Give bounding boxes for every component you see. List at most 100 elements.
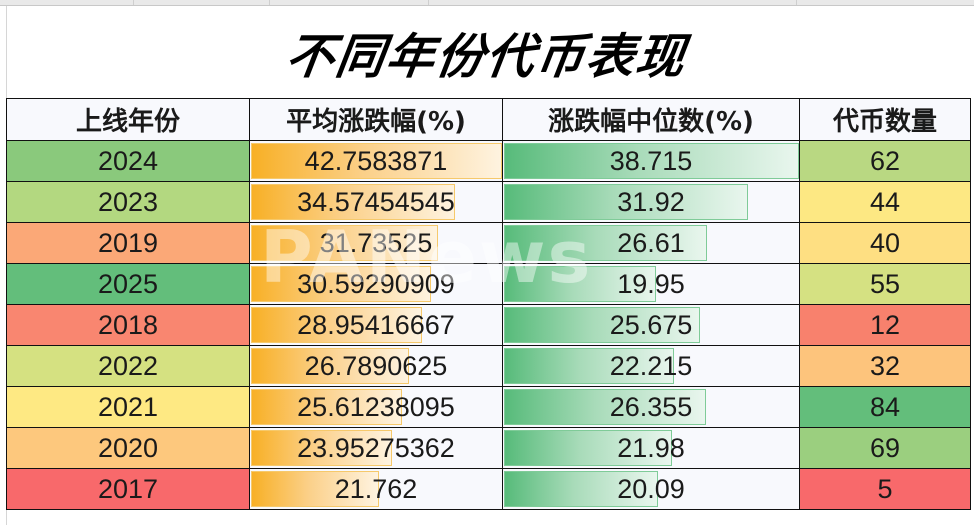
avg-data-bar: [251, 389, 402, 425]
chart-title: 不同年份代币表现: [0, 6, 974, 98]
token-count-value: 44: [869, 186, 901, 217]
median-change-value: 22.215: [609, 350, 693, 381]
avg-change-cell: 34.57454545: [249, 181, 503, 223]
avg-change-cell: 23.95275362: [249, 427, 503, 469]
spreadsheet-column-header-bar: [0, 0, 974, 6]
median-change-value: 26.355: [609, 391, 693, 422]
median-change-cell: 22.215: [502, 345, 800, 387]
year-cell: 2020: [6, 427, 250, 469]
median-change-cell: 25.675: [502, 304, 800, 346]
median-change-value: 19.95: [617, 268, 685, 299]
token-count-value: 32: [869, 350, 901, 381]
table-row: 2020 23.95275362 21.98 69: [6, 427, 971, 469]
table-row: 2022 26.7890625 22.215 32: [6, 345, 971, 387]
year-cell: 2017: [6, 468, 250, 510]
avg-data-bar: [251, 307, 422, 343]
performance-table: 上线年份 平均涨跌幅(%) 涨跌幅中位数(%) 代币数量 2024 42.7583…: [6, 98, 971, 510]
header-median-change: 涨跌幅中位数(%): [502, 98, 800, 141]
token-count-value: 40: [869, 227, 901, 258]
median-change-cell: 38.715: [502, 140, 800, 182]
median-change-value: 38.715: [609, 145, 693, 176]
column-gridline: [133, 0, 134, 5]
year-cell: 2019: [6, 222, 250, 264]
median-change-value: 26.61: [617, 227, 685, 258]
year-value: 2018: [97, 309, 159, 340]
header-year: 上线年份: [6, 98, 250, 141]
avg-change-value: 23.95275362: [297, 432, 455, 463]
median-data-bar: [504, 225, 708, 261]
median-data-bar: [504, 430, 673, 466]
table-row: 2021 25.61238095 26.355 84: [6, 386, 971, 428]
avg-change-value: 26.7890625: [304, 350, 448, 381]
avg-data-bar: [251, 225, 438, 261]
token-count-cell: 69: [799, 427, 971, 469]
table-row: 2019 31.73525 26.61 40: [6, 222, 971, 264]
year-value: 2019: [97, 227, 159, 258]
year-value: 2022: [97, 350, 159, 381]
median-change-cell: 31.92: [502, 181, 800, 223]
token-count-cell: 12: [799, 304, 971, 346]
token-count-value: 84: [869, 391, 901, 422]
avg-change-cell: 42.7583871: [249, 140, 503, 182]
median-change-value: 25.675: [609, 309, 693, 340]
token-count-value: 62: [869, 145, 901, 176]
token-count-value: 69: [869, 432, 901, 463]
year-value: 2025: [97, 268, 159, 299]
year-cell: 2024: [6, 140, 250, 182]
avg-change-cell: 21.762: [249, 468, 503, 510]
table-row: 2017 21.762 20.09 5: [6, 468, 971, 510]
token-count-cell: 5: [799, 468, 971, 510]
avg-change-value: 34.57454545: [297, 186, 455, 217]
avg-change-value: 31.73525: [319, 227, 433, 258]
median-change-value: 20.09: [617, 473, 685, 504]
avg-change-cell: 28.95416667: [249, 304, 503, 346]
token-count-value: 12: [869, 309, 901, 340]
avg-data-bar: [251, 184, 455, 220]
year-value: 2017: [97, 473, 159, 504]
table-row: 2024 42.7583871 38.715 62: [6, 140, 971, 182]
token-count-cell: 44: [799, 181, 971, 223]
avg-change-value: 21.762: [334, 473, 418, 504]
avg-change-value: 25.61238095: [297, 391, 455, 422]
avg-data-bar: [251, 266, 432, 302]
avg-data-bar: [251, 143, 502, 179]
table-row: 2023 34.57454545 31.92 44: [6, 181, 971, 223]
table-row: 2018 28.95416667 25.675 12: [6, 304, 971, 346]
column-gridline: [269, 0, 270, 5]
token-count-value: 55: [869, 268, 901, 299]
median-data-bar: [504, 471, 658, 507]
year-cell: 2023: [6, 181, 250, 223]
header-row: 上线年份 平均涨跌幅(%) 涨跌幅中位数(%) 代币数量: [6, 98, 971, 141]
median-change-cell: 20.09: [502, 468, 800, 510]
year-cell: 2025: [6, 263, 250, 305]
token-count-cell: 84: [799, 386, 971, 428]
avg-change-cell: 31.73525: [249, 222, 503, 264]
table-row: 2025 30.59290909 19.95 55: [6, 263, 971, 305]
year-cell: 2018: [6, 304, 250, 346]
avg-data-bar: [251, 471, 380, 507]
avg-change-value: 30.59290909: [297, 268, 455, 299]
header-token-count: 代币数量: [799, 98, 971, 141]
year-cell: 2021: [6, 386, 250, 428]
column-gridline: [428, 0, 429, 5]
token-count-value: 5: [877, 473, 893, 504]
median-data-bar: [504, 389, 706, 425]
year-cell: 2022: [6, 345, 250, 387]
median-change-cell: 26.61: [502, 222, 800, 264]
median-change-value: 31.92: [617, 186, 685, 217]
column-gridline: [796, 0, 797, 5]
year-value: 2024: [97, 145, 159, 176]
token-count-cell: 62: [799, 140, 971, 182]
avg-change-value: 28.95416667: [297, 309, 455, 340]
title-text: 不同年份代币表现: [282, 29, 691, 85]
median-data-bar: [504, 266, 657, 302]
median-data-bar: [504, 307, 701, 343]
year-value: 2023: [97, 186, 159, 217]
token-count-cell: 32: [799, 345, 971, 387]
avg-change-value: 42.7583871: [304, 145, 448, 176]
median-change-cell: 21.98: [502, 427, 800, 469]
median-data-bar: [504, 184, 748, 220]
avg-change-cell: 25.61238095: [249, 386, 503, 428]
median-data-bar: [504, 143, 799, 179]
token-count-cell: 40: [799, 222, 971, 264]
